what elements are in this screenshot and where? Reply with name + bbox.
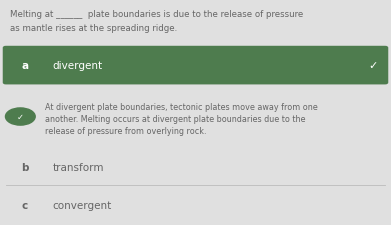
Text: At divergent plate boundaries, tectonic plates move away from one
another. Melti: At divergent plate boundaries, tectonic … [45, 102, 318, 135]
Text: as mantle rises at the spreading ridge.: as mantle rises at the spreading ridge. [10, 24, 177, 33]
Text: ✓: ✓ [17, 112, 24, 122]
Text: b: b [22, 163, 29, 173]
FancyBboxPatch shape [3, 47, 388, 85]
Text: convergent: convergent [53, 200, 112, 210]
Text: transform: transform [53, 163, 104, 173]
Text: a: a [22, 61, 29, 71]
Text: ✓: ✓ [369, 61, 378, 71]
Text: divergent: divergent [53, 61, 103, 71]
Text: Melting at ______  plate boundaries is due to the release of pressure: Melting at ______ plate boundaries is du… [10, 10, 303, 19]
Circle shape [5, 108, 35, 126]
Text: c: c [22, 200, 28, 210]
